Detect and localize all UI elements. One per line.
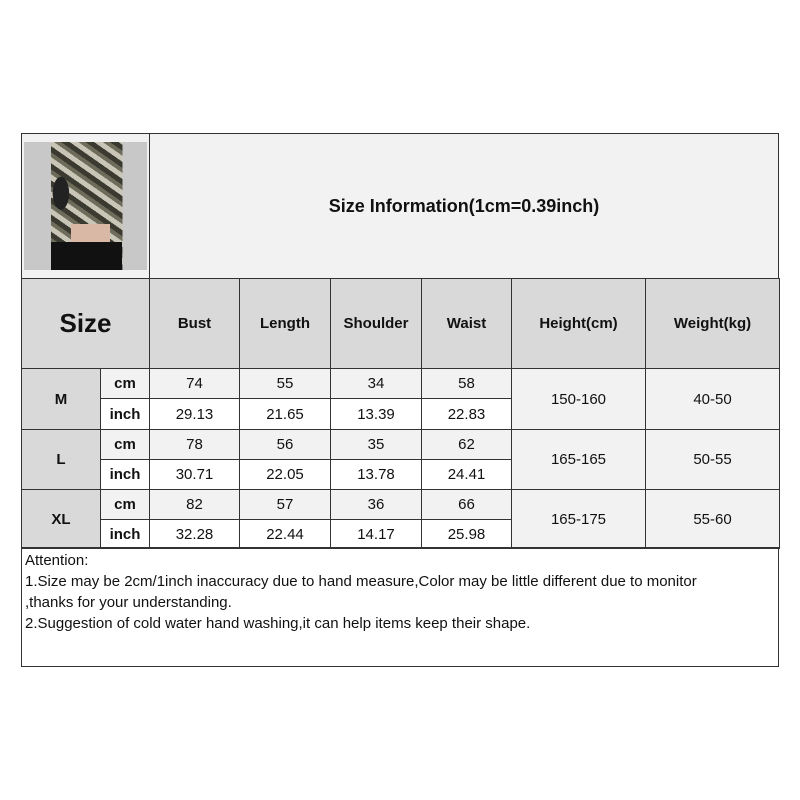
column-header: Length — [239, 278, 331, 369]
table-cell: 62 — [421, 429, 512, 460]
table-cell: 74 — [149, 368, 240, 399]
table-cell: 13.39 — [330, 398, 422, 430]
unit-label: inch — [100, 459, 150, 490]
table-cell: 66 — [421, 489, 512, 520]
column-header: Waist — [421, 278, 512, 369]
table-cell: 36 — [330, 489, 422, 520]
attention-line: ,thanks for your understanding. — [25, 594, 232, 611]
attention-line: 1.Size may be 2cm/1inch inaccuracy due t… — [25, 573, 697, 590]
table-cell: 32.28 — [149, 519, 240, 549]
weight-cell: 55-60 — [645, 489, 780, 549]
weight-cell: 50-55 — [645, 429, 780, 490]
table-cell: 58 — [421, 368, 512, 399]
size-label: L — [21, 429, 101, 490]
table-cell: 78 — [149, 429, 240, 460]
unit-label: inch — [100, 519, 150, 549]
weight-cell: 40-50 — [645, 368, 780, 430]
table-cell: 25.98 — [421, 519, 512, 549]
column-header: Bust — [149, 278, 240, 369]
size-label: XL — [21, 489, 101, 549]
attention-line: 2.Suggestion of cold water hand washing,… — [25, 615, 531, 632]
height-cell: 165-165 — [511, 429, 646, 490]
table-cell: 55 — [239, 368, 331, 399]
size-header: Size — [21, 278, 150, 369]
size-label: M — [21, 368, 101, 430]
height-cell: 165-175 — [511, 489, 646, 549]
column-header: Weight(kg) — [645, 278, 780, 369]
column-header: Height(cm) — [511, 278, 646, 369]
attention-heading: Attention: — [25, 552, 89, 569]
table-cell: 34 — [330, 368, 422, 399]
unit-label: inch — [100, 398, 150, 430]
table-cell: 14.17 — [330, 519, 422, 549]
table-cell: 30.71 — [149, 459, 240, 490]
height-cell: 150-160 — [511, 368, 646, 430]
unit-label: cm — [100, 429, 150, 460]
page-title: Size Information(1cm=0.39inch) — [149, 133, 779, 279]
table-cell: 22.83 — [421, 398, 512, 430]
table-cell: 57 — [239, 489, 331, 520]
column-header: Shoulder — [330, 278, 422, 369]
attention-notes: Attention: 1.Size may be 2cm/1inch inacc… — [21, 547, 779, 667]
table-cell: 22.05 — [239, 459, 331, 490]
table-cell: 56 — [239, 429, 331, 460]
unit-label: cm — [100, 489, 150, 520]
table-cell: 13.78 — [330, 459, 422, 490]
table-cell: 29.13 — [149, 398, 240, 430]
table-cell: 22.44 — [239, 519, 331, 549]
table-cell: 21.65 — [239, 398, 331, 430]
product-photo — [24, 142, 147, 270]
table-cell: 35 — [330, 429, 422, 460]
table-cell: 24.41 — [421, 459, 512, 490]
table-cell: 82 — [149, 489, 240, 520]
unit-label: cm — [100, 368, 150, 399]
